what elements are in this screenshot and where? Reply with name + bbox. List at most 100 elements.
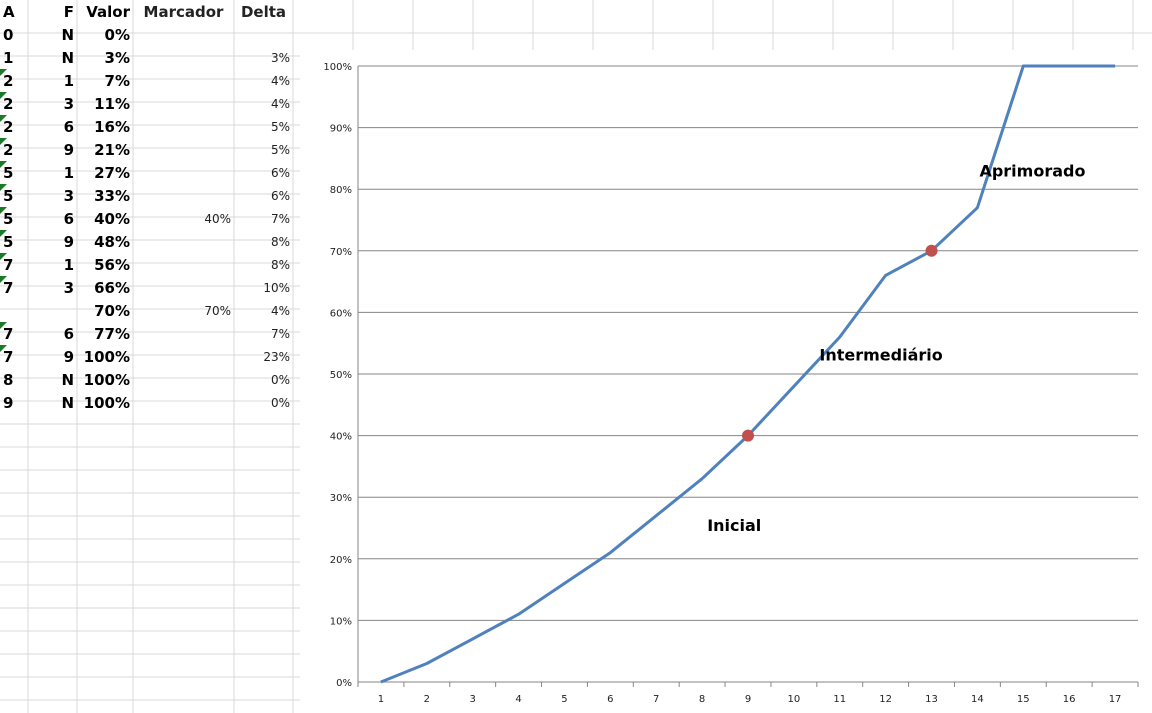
cell-f[interactable]: 1: [63, 71, 74, 90]
cell-delta[interactable]: 4%: [270, 303, 290, 318]
cell-marcador[interactable]: [133, 69, 234, 92]
cell-delta[interactable]: 0%: [270, 395, 290, 410]
cell-marcador[interactable]: [133, 368, 234, 391]
cell-valor[interactable]: 66%: [94, 278, 130, 297]
table-row: 8 N 100% 0%: [0, 368, 293, 391]
cell-a[interactable]: 7: [0, 322, 28, 345]
cell-f[interactable]: [28, 299, 77, 322]
cell-a[interactable]: 0: [3, 25, 14, 44]
cell-valor[interactable]: 16%: [94, 117, 130, 136]
cell-delta[interactable]: 8%: [270, 257, 290, 272]
cell-delta[interactable]: 5%: [270, 142, 290, 157]
cell-valor[interactable]: 27%: [94, 163, 130, 182]
cell-f[interactable]: N: [61, 370, 74, 389]
cell-f[interactable]: N: [61, 393, 74, 412]
error-indicator-triangle: [0, 345, 7, 352]
cell-delta[interactable]: 0%: [270, 372, 290, 387]
cell-f[interactable]: 3: [63, 94, 74, 113]
cell-marcador[interactable]: [133, 253, 234, 276]
cell-valor[interactable]: 3%: [104, 48, 130, 67]
cell-valor[interactable]: 21%: [94, 140, 130, 159]
cell-a[interactable]: 9: [3, 393, 14, 412]
cell-valor[interactable]: 33%: [94, 186, 130, 205]
cell-marcador[interactable]: [133, 23, 234, 46]
cell-a[interactable]: 5: [0, 230, 28, 253]
cell-valor[interactable]: 70%: [94, 301, 130, 320]
cell-a[interactable]: 7: [0, 253, 28, 276]
cell-a[interactable]: 5: [0, 184, 28, 207]
cell-marcador[interactable]: [133, 345, 234, 368]
cell-marcador[interactable]: [133, 92, 234, 115]
x-tick-label: 5: [561, 694, 567, 705]
cell-a[interactable]: 2: [0, 92, 28, 115]
header-a[interactable]: A: [3, 2, 15, 21]
cell-valor[interactable]: 11%: [94, 94, 130, 113]
cell-marcador[interactable]: [133, 46, 234, 69]
cell-delta[interactable]: 3%: [270, 50, 290, 65]
cell-marcador[interactable]: [133, 276, 234, 299]
cell-delta[interactable]: 5%: [270, 119, 290, 134]
header-delta[interactable]: Delta: [240, 2, 287, 21]
cell-delta[interactable]: 8%: [270, 234, 290, 249]
cell-marcador[interactable]: [133, 322, 234, 345]
cell-valor[interactable]: 40%: [94, 209, 130, 228]
cell-f[interactable]: 1: [63, 255, 74, 274]
cell-valor[interactable]: 56%: [94, 255, 130, 274]
x-tick-label: 14: [971, 694, 984, 705]
cell-a[interactable]: [0, 299, 28, 322]
cell-a[interactable]: 7: [0, 345, 28, 368]
header-f[interactable]: F: [63, 2, 74, 21]
cell-delta[interactable]: 23%: [263, 349, 290, 364]
cell-a[interactable]: 2: [0, 115, 28, 138]
cell-f[interactable]: 3: [63, 186, 74, 205]
line-chart[interactable]: 0%10%20%30%40%50%60%70%80%90%100%1 2 3 4 5 6 7…: [300, 50, 1152, 713]
cell-marcador[interactable]: [133, 138, 234, 161]
cell-valor[interactable]: 100%: [83, 393, 130, 412]
cell-delta[interactable]: [234, 23, 293, 46]
cell-marcador[interactable]: 40%: [204, 211, 231, 226]
chart-area: [300, 50, 1152, 713]
cell-f[interactable]: 1: [63, 163, 74, 182]
cell-marcador[interactable]: 70%: [204, 303, 231, 318]
cell-a-text: 5: [3, 209, 14, 228]
cell-delta[interactable]: 6%: [270, 188, 290, 203]
header-marcador[interactable]: Marcador: [143, 2, 224, 21]
cell-marcador[interactable]: [133, 161, 234, 184]
cell-f[interactable]: 6: [63, 324, 74, 343]
header-valor[interactable]: Valor: [86, 2, 130, 21]
data-marker[interactable]: [925, 244, 938, 257]
cell-a[interactable]: 2: [0, 69, 28, 92]
cell-a[interactable]: 7: [0, 276, 28, 299]
cell-f[interactable]: N: [61, 48, 74, 67]
cell-a-text: 2: [3, 140, 14, 159]
cell-f[interactable]: 3: [63, 278, 74, 297]
cell-valor[interactable]: 48%: [94, 232, 130, 251]
cell-valor[interactable]: 7%: [104, 71, 130, 90]
cell-marcador[interactable]: [133, 115, 234, 138]
cell-a[interactable]: 5: [0, 207, 28, 230]
cell-f[interactable]: 9: [63, 140, 74, 159]
cell-valor[interactable]: 100%: [83, 370, 130, 389]
cell-marcador[interactable]: [133, 230, 234, 253]
cell-delta[interactable]: 4%: [270, 73, 290, 88]
cell-f[interactable]: N: [61, 25, 74, 44]
cell-valor[interactable]: 100%: [83, 347, 130, 366]
cell-f[interactable]: 9: [63, 232, 74, 251]
cell-a[interactable]: 2: [0, 138, 28, 161]
cell-delta[interactable]: 7%: [270, 326, 290, 341]
cell-f[interactable]: 9: [63, 347, 74, 366]
cell-delta[interactable]: 7%: [270, 211, 290, 226]
cell-delta[interactable]: 4%: [270, 96, 290, 111]
cell-delta[interactable]: 10%: [263, 280, 290, 295]
cell-marcador[interactable]: [133, 391, 234, 414]
cell-a[interactable]: 8: [3, 370, 14, 389]
cell-a[interactable]: 1: [3, 48, 14, 67]
cell-delta[interactable]: 6%: [270, 165, 290, 180]
cell-f[interactable]: 6: [63, 209, 74, 228]
cell-f[interactable]: 6: [63, 117, 74, 136]
data-marker[interactable]: [742, 429, 754, 442]
cell-a[interactable]: 5: [0, 161, 28, 184]
cell-valor[interactable]: 77%: [94, 324, 130, 343]
cell-marcador[interactable]: [133, 184, 234, 207]
cell-valor[interactable]: 0%: [104, 25, 130, 44]
